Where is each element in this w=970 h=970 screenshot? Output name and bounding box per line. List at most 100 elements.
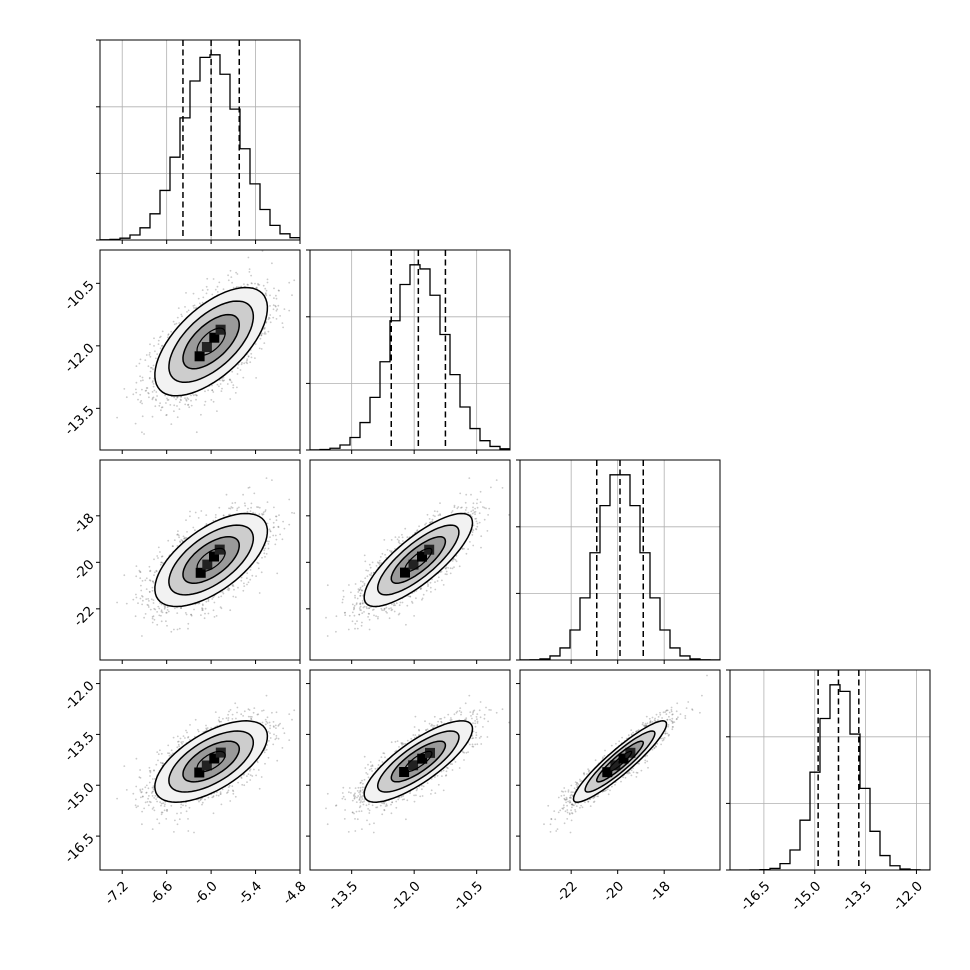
density-cell (201, 342, 212, 352)
scatter-point (160, 345, 163, 347)
scatter-point (390, 607, 392, 609)
scatter-point (464, 509, 467, 511)
scatter-point (277, 304, 280, 307)
density-cell (202, 559, 213, 570)
scatter-point (147, 392, 150, 394)
scatter-point (391, 608, 394, 611)
scatter-point (201, 609, 204, 611)
scatter-point (272, 526, 275, 529)
scatter-point (243, 502, 246, 505)
scatter-point (141, 603, 144, 606)
scatter-point (264, 556, 266, 558)
histogram-bars (310, 264, 510, 450)
scatter-point (148, 565, 151, 568)
scatter-point (227, 274, 230, 277)
scatter-point (155, 399, 158, 402)
scatter-point (265, 294, 268, 297)
scatter-point (148, 352, 151, 354)
scatter-point (163, 608, 166, 610)
scatter-point (141, 388, 143, 391)
scatter-point (190, 613, 192, 616)
scatter-point (254, 512, 256, 515)
scatter-point (238, 506, 240, 509)
scatter-point (218, 506, 221, 509)
scatter-point (275, 297, 278, 300)
scatter-point (156, 555, 159, 557)
scatter-point (151, 617, 154, 620)
scatter-point (159, 563, 162, 566)
scatter-point (165, 402, 167, 404)
panel-2-0 (96, 459, 301, 664)
scatter-point (174, 607, 176, 610)
scatter-point (171, 545, 174, 548)
scatter-point (244, 504, 247, 507)
scatter-point (282, 326, 284, 329)
scatter-point (173, 404, 176, 407)
scatter-point (165, 620, 167, 623)
scatter-point (222, 514, 225, 517)
scatter-point (264, 331, 266, 334)
scatter-point (467, 511, 470, 514)
scatter-point (190, 404, 193, 407)
scatter-point (176, 416, 179, 419)
scatter-point (149, 569, 152, 572)
scatter-point (242, 376, 245, 379)
scatter-point (434, 515, 436, 518)
scatter-point (148, 579, 151, 581)
scatter-point (413, 615, 415, 617)
scatter-point (161, 555, 164, 558)
scatter-point (159, 402, 162, 405)
scatter-point (398, 612, 401, 615)
scatter-point (266, 522, 269, 525)
scatter-point (166, 624, 168, 627)
scatter-point (377, 617, 379, 620)
scatter-point (263, 332, 266, 335)
scatter-point (140, 400, 143, 402)
scatter-point (156, 611, 159, 613)
scatter-point (155, 357, 157, 360)
scatter-point (160, 609, 163, 612)
scatter-point (205, 292, 208, 295)
scatter-point (267, 547, 270, 550)
scatter-point (151, 586, 154, 589)
scatter-point (148, 591, 151, 593)
scatter-point (302, 279, 304, 281)
scatter-point (183, 537, 185, 540)
scatter-point (164, 606, 166, 609)
scatter-point (455, 560, 458, 563)
scatter-point (242, 493, 245, 496)
scatter-point (263, 549, 266, 552)
scatter-point (139, 375, 142, 378)
scatter-point (269, 530, 272, 533)
scatter-point (152, 602, 155, 604)
scatter-point (212, 609, 215, 612)
scatter-point (228, 507, 230, 510)
scatter-point (237, 363, 240, 366)
scatter-point (139, 570, 142, 573)
scatter-point (210, 399, 213, 401)
scatter-point (147, 606, 150, 608)
scatter-point (146, 603, 149, 606)
scatter-point (197, 602, 200, 605)
scatter-point (201, 607, 204, 610)
scatter-point (135, 596, 138, 599)
scatter-point (154, 398, 157, 401)
scatter-point (141, 431, 143, 434)
scatter-point (274, 534, 277, 537)
scatter-point (258, 347, 261, 350)
scatter-point (264, 292, 267, 294)
scatter-point (138, 569, 141, 572)
scatter-point (246, 572, 249, 575)
scatter-point (266, 501, 269, 503)
scatter-point (274, 543, 277, 546)
scatter-point (141, 635, 143, 637)
scatter-point (257, 506, 260, 509)
scatter-point (153, 607, 156, 610)
scatter-point (200, 510, 203, 512)
scatter-point (228, 378, 231, 381)
scatter-point (273, 297, 275, 299)
scatter-point (201, 609, 204, 612)
scatter-point (166, 397, 168, 400)
scatter-point (173, 323, 176, 326)
scatter-point (135, 388, 137, 391)
